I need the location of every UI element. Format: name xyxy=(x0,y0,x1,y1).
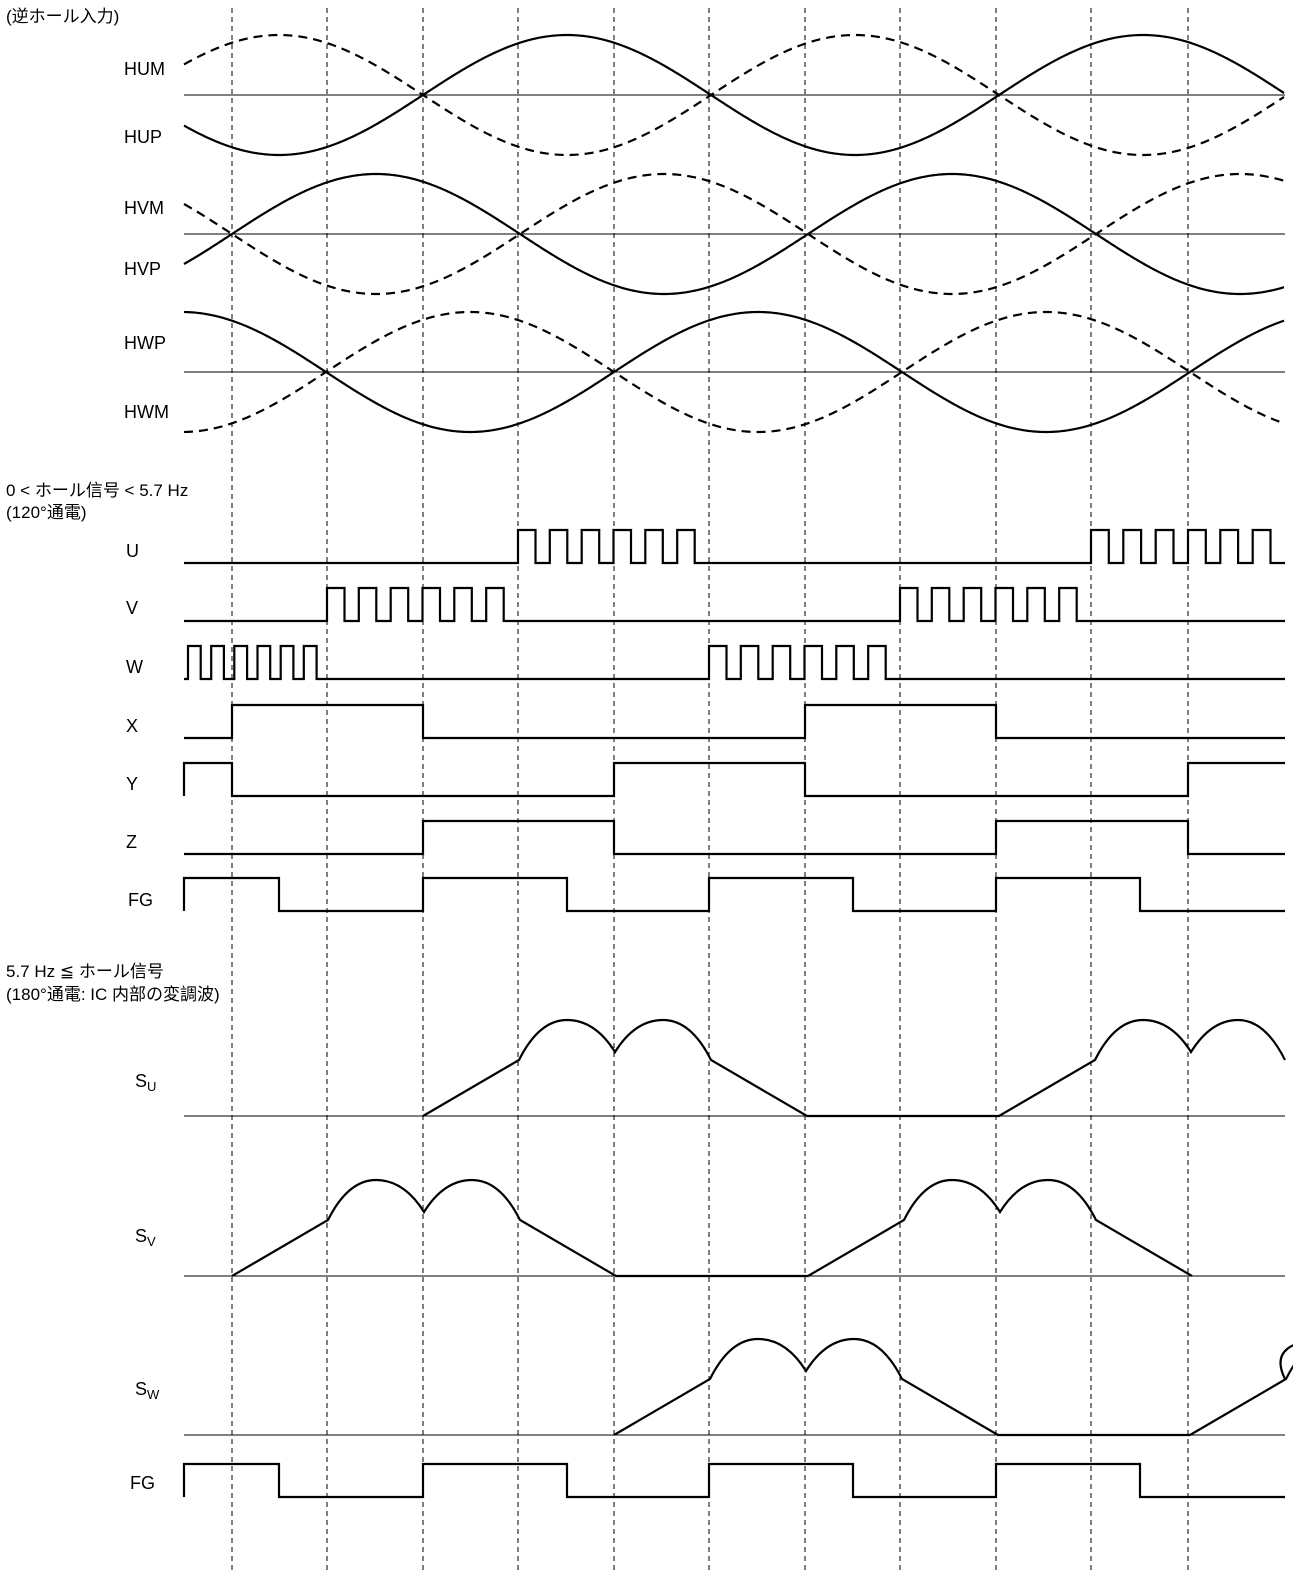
wave-fg1 xyxy=(182,876,1285,913)
wave-w xyxy=(184,644,1285,681)
wave-hwm xyxy=(183,310,1285,434)
label-su: SU xyxy=(135,1071,156,1094)
timing-gridlines xyxy=(231,8,1189,1571)
wave-hum xyxy=(183,33,1285,157)
heading-high-mode: (180°通電: IC 内部の変調波) xyxy=(6,985,220,1004)
label-hwm: HWM xyxy=(124,402,169,422)
heading-high-speed: 5.7 Hz ≦ ホール信号 xyxy=(6,962,164,981)
wave-z xyxy=(184,819,1285,856)
heading-hall-input: (逆ホール入力) xyxy=(6,7,119,26)
label-hvp: HVP xyxy=(124,259,161,279)
label-sv: SV xyxy=(135,1226,156,1249)
wave-hup xyxy=(183,33,1285,157)
label-hvm: HVM xyxy=(124,198,164,218)
wave-x xyxy=(184,703,1285,740)
label-fg-1: FG xyxy=(128,890,153,910)
label-v: V xyxy=(126,598,138,618)
wave-hvp xyxy=(183,172,1285,296)
label-x: X xyxy=(126,716,138,736)
wave-v xyxy=(184,586,1285,623)
wave-u xyxy=(184,528,1285,565)
wave-hvm xyxy=(183,172,1285,296)
label-hum: HUM xyxy=(124,59,165,79)
wave-fg2 xyxy=(182,1462,1285,1499)
waveforms xyxy=(182,33,1293,1499)
wave-sv xyxy=(231,1178,1193,1278)
label-u: U xyxy=(126,541,139,561)
heading-low-speed: 0 < ホール信号 < 5.7 Hz xyxy=(6,481,188,500)
wave-hwp xyxy=(183,310,1285,434)
wave-sw xyxy=(613,1337,1293,1437)
label-sw: SW xyxy=(135,1379,160,1402)
heading-low-mode: (120°通電) xyxy=(6,503,86,522)
label-y: Y xyxy=(126,774,138,794)
wave-y xyxy=(182,761,1285,798)
label-w: W xyxy=(126,657,143,677)
label-fg-2: FG xyxy=(130,1473,155,1493)
label-z: Z xyxy=(126,832,137,852)
label-hwp: HWP xyxy=(124,333,166,353)
label-hup: HUP xyxy=(124,127,162,147)
wave-su xyxy=(422,1018,1286,1118)
